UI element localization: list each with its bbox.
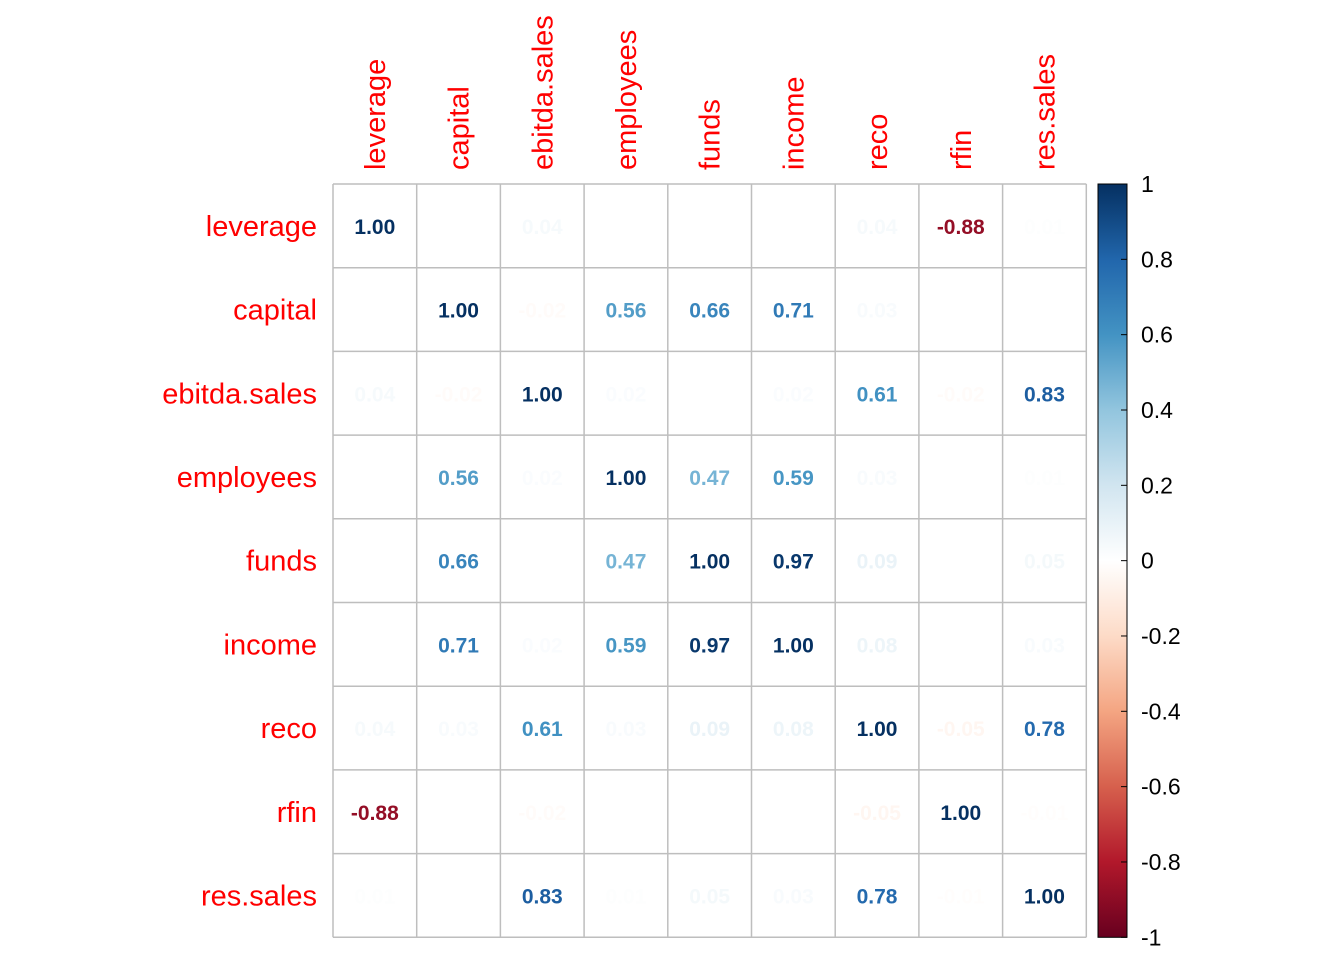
cell-value-res.sales-res.sales: 1.00 <box>1024 885 1065 908</box>
row-label-rfin: rfin <box>277 797 317 829</box>
cell-value-income-capital: 0.71 <box>438 634 479 657</box>
color-bar-tick-label: 0.4 <box>1141 397 1173 423</box>
column-label-rfin: rfin <box>946 130 978 170</box>
color-bar-tick-label: 0.8 <box>1141 246 1173 272</box>
cell-value-income-res.sales: 0.03 <box>1024 634 1065 657</box>
cell-value-reco-funds: 0.09 <box>689 718 730 741</box>
color-bar-tick-label: -0.8 <box>1141 849 1181 875</box>
cell-value-employees-res.sales: 0.01 <box>1024 467 1065 490</box>
color-bar-tick-label: -0.2 <box>1141 623 1181 649</box>
column-label-leverage: leverage <box>360 59 392 170</box>
cell-value-rfin-rfin: 1.00 <box>940 802 981 825</box>
row-label-funds: funds <box>246 546 317 578</box>
color-bar-tick-label: 0.2 <box>1141 472 1173 498</box>
cell-value-leverage-res.sales: 0.01 <box>1024 216 1065 239</box>
cell-value-employees-ebitda.sales: 0.02 <box>522 467 563 490</box>
cell-value-leverage-reco: 0.04 <box>857 216 898 239</box>
column-label-ebitda.sales: ebitda.sales <box>527 15 559 170</box>
color-bar-tick-label: -0.6 <box>1141 774 1181 800</box>
cell-value-res.sales-income: 0.03 <box>773 885 814 908</box>
row-label-res.sales: res.sales <box>201 880 317 912</box>
row-label-income: income <box>224 629 318 661</box>
color-bar-tick-label: 0 <box>1141 548 1154 574</box>
cell-value-funds-employees: 0.47 <box>606 551 647 574</box>
cell-value-reco-leverage: 0.04 <box>354 718 395 741</box>
cell-value-capital-reco: 0.03 <box>857 300 898 323</box>
row-label-leverage: leverage <box>206 211 317 243</box>
matrix-cells: 1.00 0.04 0.04 -0.88 0.01 1.00 -0.02 0.56 0.66 0.… <box>351 216 1069 909</box>
color-legend: 1 0.8 0.6 0.4 0.2 0 -0.2 -0.4 -0.6 -0.8 -1 <box>1097 171 1181 950</box>
cell-value-res.sales-rfin: -0.01 <box>937 885 985 908</box>
cell-value-funds-res.sales: 0.05 <box>1024 551 1065 574</box>
cell-value-income-ebitda.sales: 0.02 <box>522 634 563 657</box>
cell-value-ebitda.sales-leverage: 0.04 <box>354 383 395 406</box>
cell-value-reco-res.sales: 0.78 <box>1024 718 1065 741</box>
cell-value-reco-reco: 1.00 <box>857 718 898 741</box>
cell-value-leverage-leverage: 1.00 <box>354 216 395 239</box>
cell-value-employees-capital: 0.56 <box>438 467 479 490</box>
column-label-reco: reco <box>862 114 894 170</box>
color-bar-tick-label: 1 <box>1141 171 1154 197</box>
color-bar-tick-label: 0.6 <box>1141 322 1173 348</box>
cell-value-capital-employees: 0.56 <box>606 300 647 323</box>
cell-value-income-employees: 0.59 <box>606 634 647 657</box>
cell-value-leverage-ebitda.sales: 0.04 <box>522 216 563 239</box>
cell-value-rfin-res.sales: -0.01 <box>1021 802 1069 825</box>
row-labels: leverage capital ebitda.sales employees fund… <box>162 211 317 913</box>
cell-value-income-funds: 0.97 <box>689 634 730 657</box>
column-label-capital: capital <box>444 86 476 170</box>
row-label-employees: employees <box>177 462 317 494</box>
cell-value-ebitda.sales-income: 0.02 <box>773 383 814 406</box>
cell-value-res.sales-ebitda.sales: 0.83 <box>522 885 563 908</box>
cell-value-ebitda.sales-res.sales: 0.83 <box>1024 383 1065 406</box>
cell-value-funds-capital: 0.66 <box>438 551 479 574</box>
cell-value-reco-rfin: -0.05 <box>937 718 985 741</box>
cell-value-ebitda.sales-capital: -0.02 <box>435 383 483 406</box>
cell-value-ebitda.sales-reco: 0.61 <box>857 383 898 406</box>
cell-value-reco-ebitda.sales: 0.61 <box>522 718 563 741</box>
cell-value-rfin-ebitda.sales: -0.02 <box>518 802 566 825</box>
cell-value-ebitda.sales-employees: 0.02 <box>606 383 647 406</box>
cell-value-employees-employees: 1.00 <box>606 467 647 490</box>
cell-value-employees-funds: 0.47 <box>689 467 730 490</box>
cell-value-res.sales-employees: 0.01 <box>606 885 647 908</box>
cell-value-leverage-rfin: -0.88 <box>937 216 985 239</box>
cell-value-res.sales-funds: 0.05 <box>689 885 730 908</box>
row-label-capital: capital <box>233 295 317 327</box>
cell-value-ebitda.sales-rfin: -0.02 <box>937 383 985 406</box>
column-label-res.sales: res.sales <box>1029 54 1061 170</box>
cell-value-income-reco: 0.08 <box>857 634 898 657</box>
cell-value-reco-capital: 0.03 <box>438 718 479 741</box>
cell-value-employees-reco: 0.03 <box>857 467 898 490</box>
cell-value-capital-capital: 1.00 <box>438 300 479 323</box>
cell-value-rfin-leverage: -0.88 <box>351 802 399 825</box>
cell-value-income-income: 1.00 <box>773 634 814 657</box>
row-label-reco: reco <box>261 713 317 745</box>
cell-value-funds-funds: 1.00 <box>689 551 730 574</box>
cell-value-funds-reco: 0.09 <box>857 551 898 574</box>
color-bar-tick-label: -0.4 <box>1141 698 1181 724</box>
cell-value-capital-income: 0.71 <box>773 300 814 323</box>
cell-value-reco-employees: 0.03 <box>606 718 647 741</box>
cell-value-res.sales-leverage: 0.01 <box>354 885 395 908</box>
column-labels: leverage capital ebitda.sales employees fund… <box>360 15 1062 170</box>
cell-value-funds-income: 0.97 <box>773 551 814 574</box>
cell-value-capital-ebitda.sales: -0.02 <box>518 300 566 323</box>
cell-value-capital-funds: 0.66 <box>689 300 730 323</box>
cell-value-rfin-reco: -0.05 <box>853 802 901 825</box>
column-label-funds: funds <box>695 99 727 170</box>
cell-value-reco-income: 0.08 <box>773 718 814 741</box>
column-label-income: income <box>778 77 810 171</box>
cell-value-ebitda.sales-ebitda.sales: 1.00 <box>522 383 563 406</box>
cell-value-res.sales-reco: 0.78 <box>857 885 898 908</box>
cell-value-employees-income: 0.59 <box>773 467 814 490</box>
matrix-grid <box>332 183 1088 939</box>
row-label-ebitda.sales: ebitda.sales <box>162 378 317 410</box>
color-bar-tick-label: -1 <box>1141 924 1161 950</box>
column-label-employees: employees <box>611 30 643 170</box>
